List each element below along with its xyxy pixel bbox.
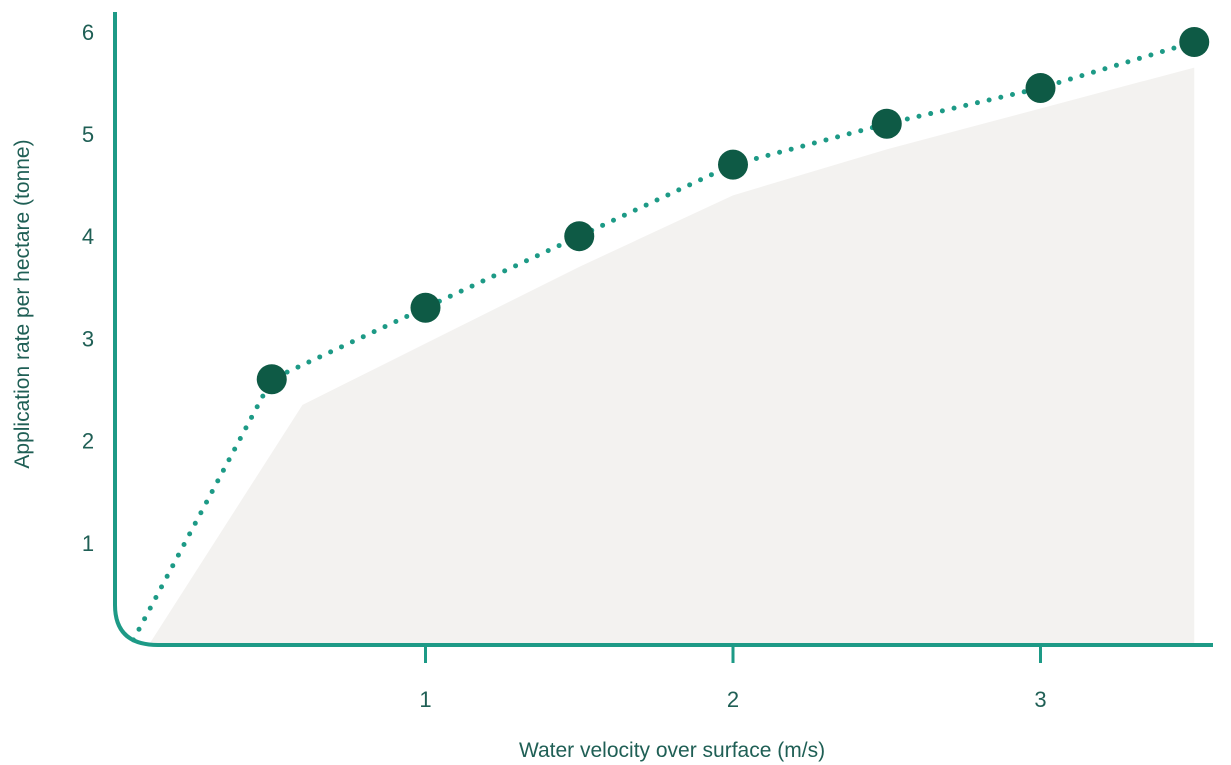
x-tick-label: 3 [1034,687,1046,712]
series-layer [130,27,1210,643]
shaded-area [148,67,1195,645]
axes [113,12,1213,647]
axis-lines [113,12,1213,647]
data-point [256,364,287,395]
ticks: 1 2 3 1 2 3 4 5 6 [82,20,1047,712]
series-line [130,39,1197,643]
y-tick-label: 3 [82,326,94,351]
y-tick-label: 2 [82,429,94,454]
data-point [410,292,441,323]
data-point [564,221,595,252]
x-tick-label: 2 [727,687,739,712]
data-point [718,149,748,180]
x-tick-label: 1 [419,687,431,712]
data-point [871,108,902,139]
y-tick-label: 5 [82,122,94,147]
y-tick-label: 6 [82,20,94,45]
data-point [1179,27,1210,58]
y-axis-title: Application rate per hectare (tonne) [11,139,34,468]
y-tick-label: 4 [82,224,94,249]
y-tick-label: 1 [82,531,94,556]
shaded-area-layer [148,67,1195,645]
x-axis-title: Water velocity over surface (m/s) [519,739,825,762]
data-point [1025,73,1056,104]
